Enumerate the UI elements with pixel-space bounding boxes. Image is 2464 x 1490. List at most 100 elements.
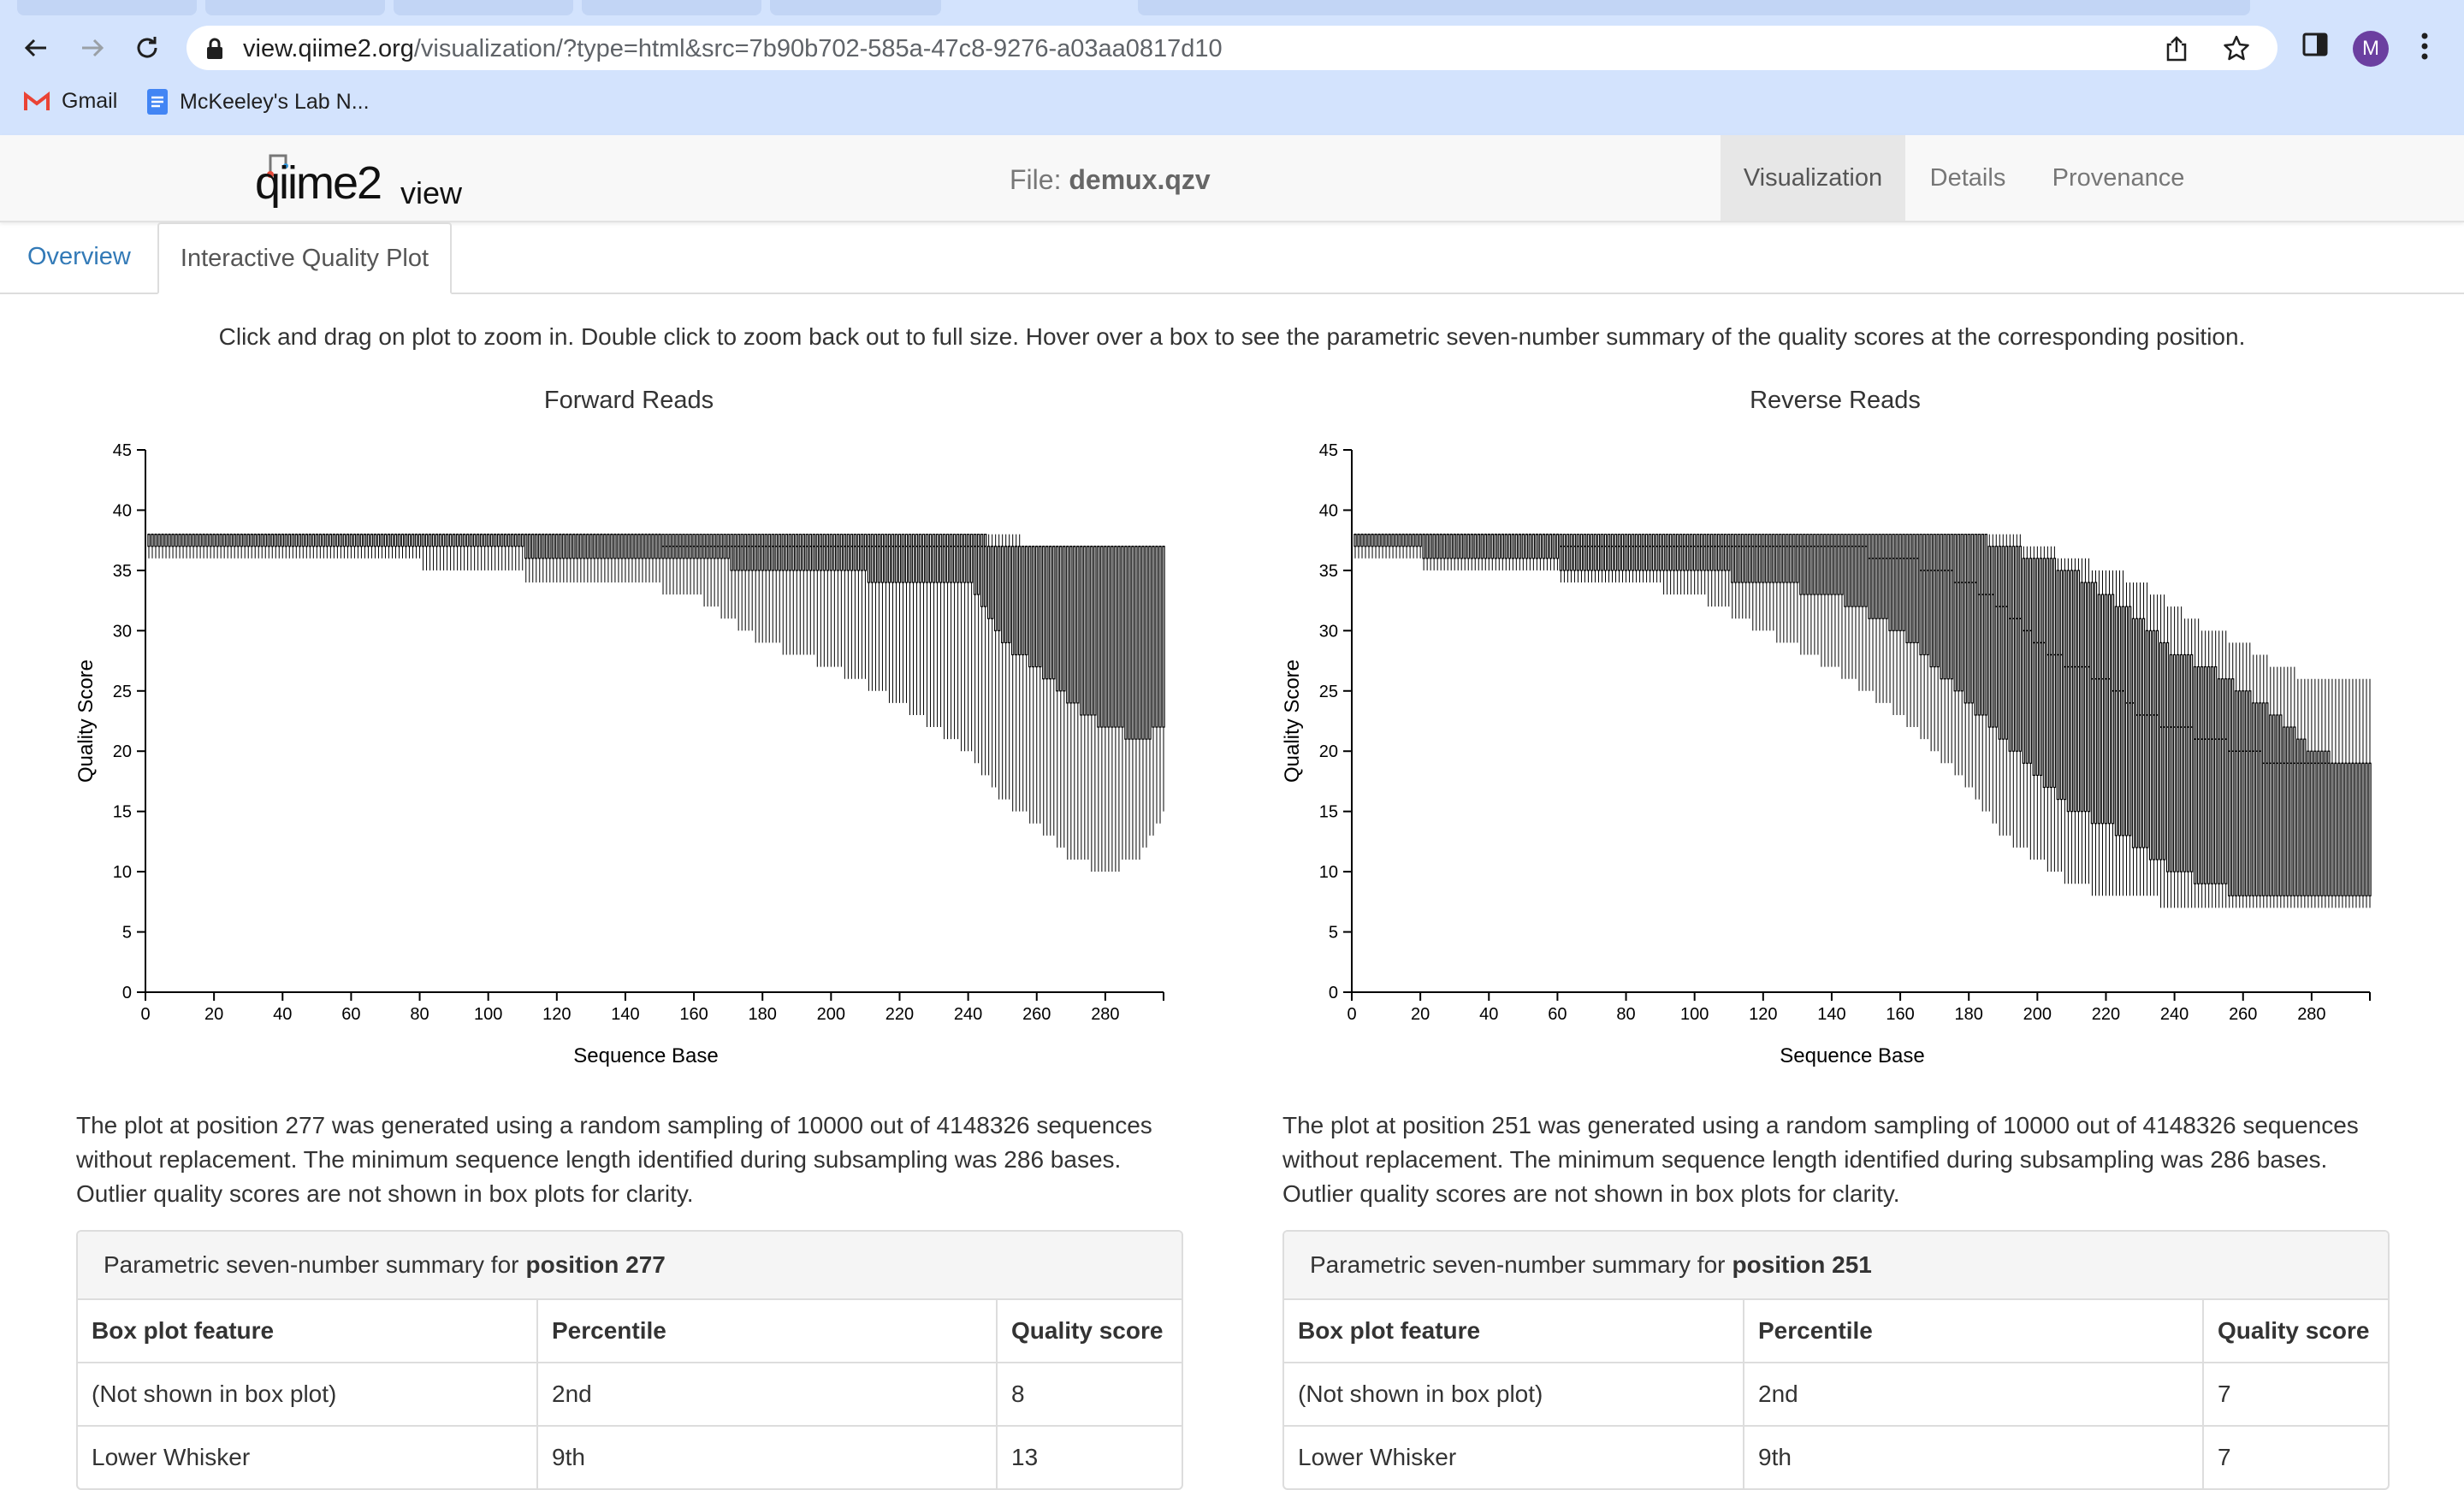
box-plot-position-217[interactable] — [2094, 570, 2098, 896]
box-plot-position-182[interactable] — [1974, 534, 1977, 800]
box-plot-position-111[interactable] — [524, 533, 528, 582]
box-plot-position-240[interactable] — [966, 534, 970, 752]
box-plot-position-57[interactable] — [339, 533, 343, 559]
box-plot-position-33[interactable] — [257, 533, 260, 559]
box-plot-position-158[interactable] — [685, 534, 689, 595]
box-plot-position-144[interactable] — [1844, 534, 1847, 679]
box-plot-position-74[interactable] — [397, 533, 401, 559]
box-plot-position-268[interactable] — [2269, 666, 2272, 908]
box-plot-position-244[interactable] — [980, 534, 984, 776]
box-plot-position-275[interactable] — [2293, 666, 2296, 908]
box-plot-position-155[interactable] — [1881, 534, 1885, 703]
box-plot-position-48[interactable] — [308, 533, 312, 559]
box-plot-position-283[interactable] — [1114, 545, 1117, 872]
box-plot-position-270[interactable] — [1069, 545, 1073, 860]
box-plot-position-102[interactable] — [1699, 534, 1703, 595]
box-plot-position-162[interactable] — [1905, 534, 1909, 728]
box-plot-position-176[interactable] — [747, 534, 750, 631]
box-plot-position-45[interactable] — [298, 533, 302, 559]
box-plot-position-137[interactable] — [1820, 534, 1823, 667]
box-plot-position-218[interactable] — [2097, 570, 2101, 896]
box-plot-position-122[interactable] — [1768, 534, 1772, 631]
box-plot-position-17[interactable] — [202, 533, 205, 559]
box-plot-position-52[interactable] — [322, 533, 326, 559]
box-plot-position-62[interactable] — [356, 533, 360, 559]
box-plot-position-49[interactable] — [311, 533, 316, 559]
box-plot-position-294[interactable] — [1152, 545, 1155, 836]
box-plot-position-258[interactable] — [1028, 545, 1032, 824]
box-plot-position-96[interactable] — [472, 533, 477, 571]
box-plot-position-260[interactable] — [1035, 545, 1039, 824]
box-plot-position-192[interactable] — [802, 534, 805, 655]
box-plot-position-247[interactable] — [2196, 618, 2200, 908]
box-plot-position-264[interactable] — [2255, 654, 2259, 908]
box-plot-position-68[interactable] — [1583, 534, 1587, 582]
box-plot-position-265[interactable] — [2259, 654, 2262, 908]
box-plot-position-37[interactable] — [270, 533, 274, 559]
box-plot-position-56[interactable] — [335, 533, 340, 559]
box-plot-position-128[interactable] — [583, 533, 586, 582]
box-plot-position-219[interactable] — [2100, 570, 2105, 896]
box-plot-position-246[interactable] — [986, 534, 991, 776]
box-plot-position-7[interactable] — [1374, 533, 1377, 559]
box-plot-position-284[interactable] — [1117, 545, 1121, 872]
box-plot-position-186[interactable] — [781, 534, 785, 655]
box-plot-position-282[interactable] — [1111, 545, 1114, 872]
box-plot-position-222[interactable] — [2111, 570, 2115, 896]
box-plot-position-32[interactable] — [253, 533, 257, 559]
box-plot-position-157[interactable] — [1888, 534, 1892, 703]
box-plot-position-165[interactable] — [709, 534, 713, 607]
box-plot-position-187[interactable] — [1991, 534, 1994, 824]
address-bar[interactable]: view.qiime2.org/visualization/?type=html… — [187, 26, 2277, 70]
box-plot-position-169[interactable] — [1929, 534, 1933, 752]
box-plot-position-166[interactable] — [1919, 534, 1922, 740]
box-plot-position-211[interactable] — [2073, 558, 2077, 884]
box-plot-position-91[interactable] — [455, 533, 459, 571]
box-plot-position-66[interactable] — [370, 533, 374, 559]
box-plot-position-77[interactable] — [1614, 534, 1618, 582]
box-plot-position-86[interactable] — [1644, 534, 1649, 582]
box-plot-position-65[interactable] — [1573, 534, 1577, 582]
box-plot-position-84[interactable] — [1638, 534, 1642, 582]
box-plot-position-274[interactable] — [1083, 545, 1087, 860]
box-plot-position-110[interactable] — [521, 533, 524, 571]
box-plot-position-125[interactable] — [1779, 534, 1782, 643]
box-plot-position-131[interactable] — [1799, 534, 1803, 655]
box-plot-position-43[interactable] — [1497, 533, 1501, 571]
box-plot-position-207[interactable] — [2059, 558, 2064, 872]
box-plot-position-147[interactable] — [1854, 534, 1857, 679]
box-plot-position-179[interactable] — [757, 534, 761, 643]
box-plot-position-22[interactable] — [1425, 533, 1429, 571]
box-plot-position-208[interactable] — [856, 534, 861, 679]
box-plot-position-2[interactable] — [1357, 533, 1360, 559]
box-plot-position-263[interactable] — [1045, 545, 1049, 836]
box-plot-position-79[interactable] — [414, 533, 418, 559]
box-plot-position-165[interactable] — [1916, 534, 1919, 728]
box-plot-position-169[interactable] — [723, 534, 726, 619]
box-plot-position-99[interactable] — [483, 533, 487, 571]
box-plot-position-124[interactable] — [569, 533, 572, 582]
box-plot-position-154[interactable] — [672, 534, 675, 595]
box-plot-position-142[interactable] — [631, 533, 634, 582]
box-plot-position-253[interactable] — [2218, 630, 2221, 908]
box-plot-position-60[interactable] — [1555, 533, 1560, 571]
box-plot-position-35[interactable] — [264, 533, 267, 559]
box-plot-position-149[interactable] — [1861, 534, 1864, 691]
box-plot-position-288[interactable] — [2337, 678, 2341, 908]
box-plot-position-28[interactable] — [1446, 533, 1449, 571]
box-plot-position-56[interactable] — [1542, 533, 1546, 571]
bookmark-star-icon[interactable] — [2223, 34, 2250, 62]
box-plot-position-44[interactable] — [1501, 533, 1504, 571]
box-plots[interactable] — [1353, 533, 2372, 908]
box-plot-position-161[interactable] — [1902, 534, 1905, 715]
box-plot-position-177[interactable] — [750, 534, 754, 631]
box-plot-position-151[interactable] — [1868, 534, 1871, 691]
tab-interactive-quality-plot[interactable]: Interactive Quality Plot — [157, 222, 452, 294]
box-plot-position-92[interactable] — [459, 533, 463, 571]
box-plot-position-272[interactable] — [2283, 666, 2286, 908]
box-plot-position-97[interactable] — [1682, 534, 1686, 595]
box-plot-position-117[interactable] — [1751, 534, 1755, 631]
box-plot-position-71[interactable] — [387, 533, 391, 559]
box-plot-position-34[interactable] — [1466, 533, 1470, 571]
box-plot-position-286[interactable] — [2331, 678, 2334, 908]
